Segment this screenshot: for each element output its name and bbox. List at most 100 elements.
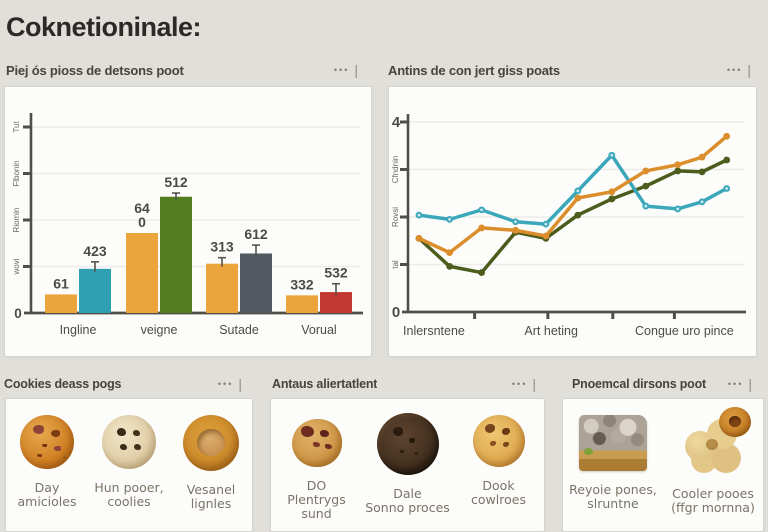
cookie-caption: Day amicioles: [17, 480, 77, 509]
data-point-center: [480, 208, 483, 212]
bar: [160, 196, 192, 313]
bar-panel-title: Piej ós pioss de detsons poot: [6, 62, 184, 78]
bar-panel-header: Piej ós pioss de detsons poot ••• |: [6, 60, 360, 80]
x-axis-label: Inlersntene: [403, 324, 465, 338]
menu-bar-icon: |: [238, 376, 242, 392]
cookie-image: [579, 415, 647, 471]
x-axis-label: Ingline: [60, 323, 97, 337]
cookie-caption: Hun pooer, coolies: [94, 480, 164, 509]
cookie-item[interactable]: Dale Sonno proces: [362, 413, 453, 515]
bar-value-label: 313: [210, 239, 234, 255]
data-point: [574, 194, 582, 202]
svg-text:Cfndnin: Cfndnin: [391, 156, 400, 184]
menu-bar-icon: |: [354, 62, 358, 78]
data-point: [512, 226, 519, 234]
cookie-item[interactable]: Day amicioles: [6, 415, 88, 509]
cookie-card-1: Day amicioles Hun pooer, coolies Vesanel lign…: [5, 398, 253, 532]
ellipsis-icon: •••: [333, 64, 350, 75]
bar-value-label: 64: [134, 200, 150, 216]
bar-value-label: 612: [244, 226, 268, 242]
svg-text:0: 0: [392, 304, 400, 321]
data-point: [608, 195, 616, 203]
cookie-list: Day amicioles Hun pooer, coolies Vesanel lign…: [6, 399, 252, 511]
menu-bar-icon: |: [748, 376, 752, 392]
data-point-center: [725, 187, 729, 190]
x-axis-label: Art heting: [524, 324, 578, 338]
clover-hole: [706, 439, 718, 450]
data-point-center: [544, 222, 548, 226]
svg-text:Riomin: Riomin: [12, 208, 21, 233]
cookie-caption: Dale Sonno proces: [365, 486, 450, 515]
cookie-panel-2-header: Antaus aliertatlent ••• |: [272, 374, 538, 394]
cookie-panel-3-title: Pnoemcal dirsons poot: [572, 377, 707, 391]
line-chart-card: 0 tal Rovsi Cfndnin 4 Inlersntene Art heting Co…: [388, 86, 757, 357]
data-point: [642, 167, 650, 175]
data-point: [446, 249, 454, 257]
data-point-center: [644, 204, 648, 208]
cookie-list: Reyoie pones, slruntne Cooler pooes (ffgr m…: [563, 399, 763, 515]
bar-chart: 0woviRiominFlboninTut6164031333242351261…: [12, 113, 363, 337]
data-point: [574, 211, 582, 219]
cookie-panel-2-title: Antaus aliertatlent: [272, 377, 378, 391]
svg-text:wovi: wovi: [12, 258, 21, 275]
panel-menu-button[interactable]: ••• |: [726, 375, 754, 393]
bar-value-label: 61: [53, 275, 69, 291]
cookie-image: [183, 415, 239, 471]
svg-text:4: 4: [392, 114, 401, 131]
data-point-center: [448, 217, 452, 221]
data-point: [723, 132, 731, 140]
data-point-center: [576, 189, 580, 193]
cookie-card-2: DO Plentrygs sund Dale Sonno proces Dook cowl…: [270, 398, 545, 532]
ellipsis-icon: •••: [726, 64, 743, 75]
panel-menu-button[interactable]: ••• |: [332, 61, 360, 79]
cookie-caption: DO Plentrygs sund: [287, 478, 346, 521]
data-point: [642, 182, 650, 190]
bar-chart-card: 0 wovi Riomin Flbonin Tut 61 64 0 313 332 423 512 61…: [4, 86, 372, 357]
bar: [320, 292, 352, 313]
cookie-item[interactable]: DO Plentrygs sund: [271, 415, 362, 521]
data-point: [478, 269, 485, 276]
panel-menu-button[interactable]: ••• |: [216, 375, 244, 393]
data-point: [608, 188, 616, 196]
data-point-center: [514, 220, 517, 224]
cookie-item[interactable]: Cooler pooes (ffgr mornna): [663, 407, 763, 515]
line-panel-header: Antins de con jert giss poats ••• |: [388, 60, 753, 80]
cookie-image: [376, 413, 439, 475]
page-title: Coknetioninale:: [6, 12, 202, 42]
panel-menu-button[interactable]: ••• |: [725, 61, 753, 79]
data-point-center: [610, 153, 614, 157]
ellipsis-icon: •••: [727, 378, 744, 389]
data-point: [698, 168, 706, 176]
data-point-center: [676, 207, 680, 211]
cookie-list: DO Plentrygs sund Dale Sonno proces Dook cowl…: [271, 399, 544, 521]
cookie-image: [20, 415, 74, 469]
cookie-item[interactable]: Dook cowlroes: [453, 415, 544, 507]
svg-text:tal: tal: [391, 260, 400, 269]
bar: [286, 295, 318, 313]
data-point-center: [700, 200, 704, 204]
cookie-panel-1-title: Cookies deass pogs: [4, 377, 122, 391]
cookie-panel-1-header: Cookies deass pogs ••• |: [4, 374, 244, 394]
cookie-card-3: Reyoie pones, slruntne Cooler pooes (ffgr m…: [562, 398, 764, 532]
data-point-center: [417, 213, 421, 217]
cookie-item[interactable]: Reyoie pones, slruntne: [563, 415, 663, 511]
panel-menu-button[interactable]: ••• |: [510, 375, 538, 393]
data-point: [542, 232, 550, 240]
cookie-caption: Dook cowlroes: [471, 478, 526, 507]
cookie-item[interactable]: Hun pooer, coolies: [88, 415, 170, 509]
bar-value-label: 512: [164, 174, 188, 190]
data-point: [478, 224, 485, 232]
x-axis-label: Vorual: [301, 323, 336, 337]
menu-bar-icon: |: [747, 62, 751, 78]
svg-text:Tut: Tut: [12, 121, 21, 133]
cookie-item[interactable]: Vesanel lignles: [170, 415, 252, 511]
bar: [240, 253, 272, 313]
data-point: [723, 156, 731, 164]
cookie-caption: Reyoie pones, slruntne: [569, 482, 657, 511]
data-point: [674, 161, 682, 169]
cookie-image: [677, 407, 751, 475]
bar: [45, 294, 77, 313]
cookie-panel-3-header: Pnoemcal dirsons poot ••• |: [572, 374, 754, 394]
ellipsis-icon: •••: [511, 378, 528, 389]
bar: [79, 268, 111, 313]
